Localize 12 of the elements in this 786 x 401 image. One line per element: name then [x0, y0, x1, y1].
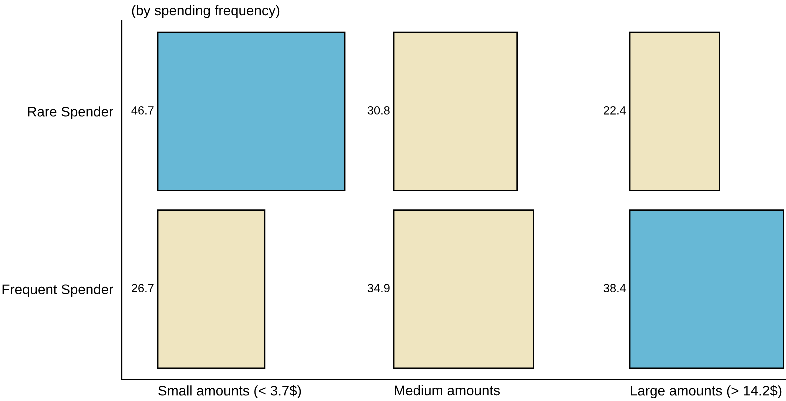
data-label: 22.4: [604, 106, 626, 115]
x-axis-title: Small amounts (< 3.7$): [158, 385, 302, 399]
data-label: 46.7: [132, 106, 154, 115]
data-label: 34.9: [368, 284, 390, 293]
data-label: 38.4: [604, 284, 626, 293]
x-axis-title: Medium amounts: [395, 385, 500, 396]
y-tick-label: Rare Spender: [28, 106, 114, 120]
data-label: 30.8: [368, 106, 390, 115]
data-label: 26.7: [132, 284, 154, 293]
chart-title: (by spending frequency): [132, 5, 280, 18]
y-tick-label: Frequent Spender: [2, 284, 114, 298]
x-axis-title: Large amounts (> 14.2$): [631, 385, 782, 399]
